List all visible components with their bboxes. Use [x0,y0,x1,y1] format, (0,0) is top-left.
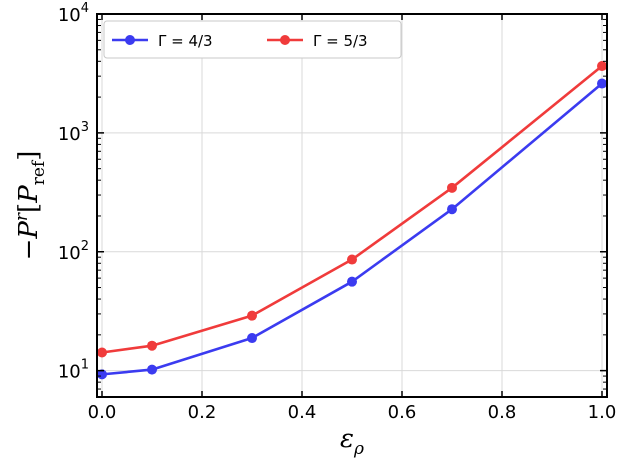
x-tick-label: 0.8 [488,402,517,423]
x-tick-label: 1.0 [588,402,617,423]
x-tick-label: 0.4 [288,402,317,423]
x-axis-label-main: ε [340,424,354,454]
data-point-s1 [97,369,107,380]
x-tick-label: 0.6 [388,402,417,423]
data-point-s1 [597,78,607,89]
series-layer [97,61,607,380]
legend-label-2: Γ = 5/3 [313,32,368,50]
data-point-s1 [347,276,357,287]
y-tick-base: 10 [58,362,81,383]
data-point-s2 [147,340,157,351]
legend-marker-1 [125,35,135,45]
axis-labels: ερ−Pr[Pref] [12,151,364,459]
x-tick-label: 0.2 [188,402,217,423]
data-point-s2 [447,182,457,193]
x-tick-label: 0.0 [88,402,117,423]
y-tick-exponent: 2 [81,239,89,254]
y-tick-label: 104 [58,1,89,26]
y-tick-base: 10 [58,5,81,26]
y-tick-base: 10 [58,124,81,145]
data-point-s1 [447,204,457,215]
y-label-minus: − [14,239,44,261]
series-line-2 [101,65,603,354]
y-label-close-bracket: ] [14,151,44,161]
series-line-1 [101,82,603,376]
y-tick-exponent: 3 [81,120,89,135]
data-point-s2 [597,61,607,72]
y-tick-exponent: 4 [81,1,89,16]
x-axis-label-sub: ρ [353,439,364,459]
data-point-s1 [247,333,257,344]
y-label-p: P [14,221,44,240]
y-tick-label: 101 [58,358,89,383]
y-axis-label: −Pr[Pref] [12,151,49,261]
data-point-s2 [247,310,257,321]
y-label-sup: r [12,212,32,221]
legend-marker-2 [280,35,290,45]
y-tick-exponent: 1 [81,358,89,373]
plot-frame [96,13,608,398]
legend-label-1: Γ = 4/3 [158,32,213,50]
data-point-s2 [347,254,357,265]
legend-box [103,20,402,59]
y-label-open-bracket: [ [14,203,44,213]
y-tick-base: 10 [58,243,81,264]
data-point-s1 [147,364,157,375]
legend: Γ = 4/3 Γ = 5/3 [103,20,402,59]
x-axis-label: ερ [340,424,364,459]
y-tick-label: 102 [58,239,89,264]
y-label-p-ref: P [14,185,44,204]
y-tick-label: 103 [58,120,89,145]
y-label-sub: ref [29,159,49,185]
data-point-s2 [97,347,107,358]
